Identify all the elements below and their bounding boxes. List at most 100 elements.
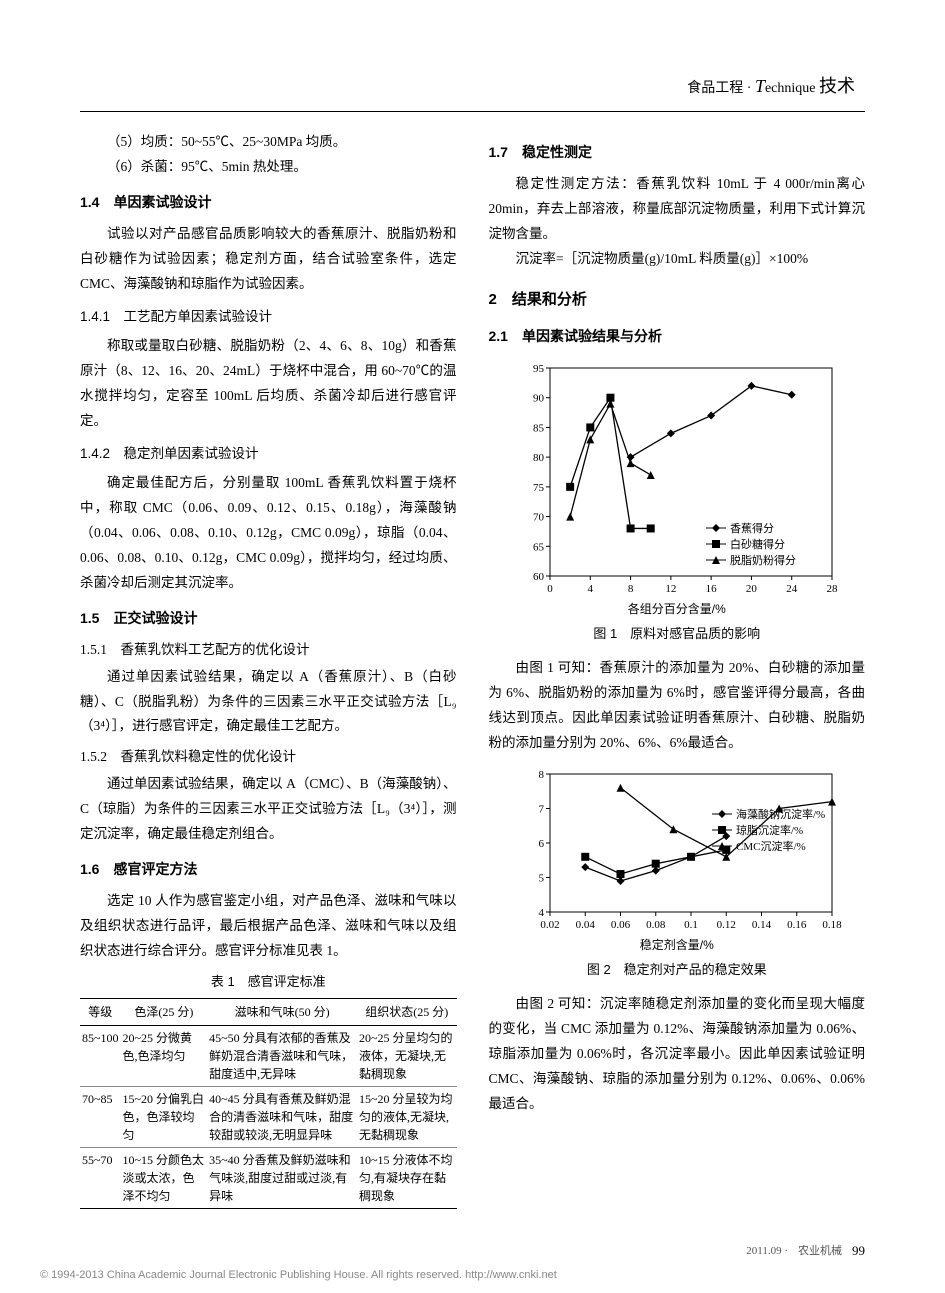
svg-text:0.18: 0.18 <box>822 919 842 931</box>
td: 15~20 分呈较为均匀的液体,无凝块,无黏稠现象 <box>357 1087 457 1148</box>
td: 15~20 分偏乳白色，色泽较均匀 <box>121 1087 208 1148</box>
svg-text:65: 65 <box>533 541 545 553</box>
svg-text:8: 8 <box>538 769 544 781</box>
svg-text:7: 7 <box>538 803 544 815</box>
header-en: echnique <box>765 81 816 96</box>
two-column-layout: （5）均质：50~55℃、25~30MPa 均质。 （6）杀菌：95℃、5min… <box>80 130 865 1209</box>
heading-1-7: 1.7 稳定性测定 <box>489 140 866 166</box>
table-row: 85~100 20~25 分微黄色,色泽均匀 45~50 分具有浓郁的香蕉及鲜奶… <box>80 1026 457 1087</box>
heading-2-1: 2.1 单因素试验结果与分析 <box>489 324 866 350</box>
svg-text:琼脂沉淀率/%: 琼脂沉淀率/% <box>736 823 803 837</box>
para-1-5-2: 通过单因素试验结果，确定以 A（CMC）、B（海藻酸钠）、C（琼脂）为条件的三因… <box>80 772 457 847</box>
header-dot: · <box>747 81 752 96</box>
left-column: （5）均质：50~55℃、25~30MPa 均质。 （6）杀菌：95℃、5min… <box>80 130 457 1209</box>
svg-text:脱脂奶粉得分: 脱脂奶粉得分 <box>730 553 796 567</box>
svg-text:16: 16 <box>705 583 717 595</box>
heading-1-4: 1.4 单因素试验设计 <box>80 190 457 216</box>
fig2-xlabel: 稳定剂含量/% <box>489 934 866 956</box>
running-header: 食品工程 · Technique 技术 <box>80 70 865 103</box>
footer-mag: 农业机械 <box>798 1241 842 1261</box>
svg-text:20: 20 <box>746 583 758 595</box>
heading-1-5: 1.5 正交试验设计 <box>80 606 457 632</box>
table-header-row: 等级 色泽(25 分) 滋味和气味(50 分) 组织状态(25 分) <box>80 999 457 1026</box>
para-fig1: 由图 1 可知：香蕉原汁的添加量为 20%、白砂糖的添加量为 6%、脱脂奶粉的添… <box>489 656 866 756</box>
para-1-4-1: 称取或量取白砂糖、脱脂奶粉（2、4、6、8、10g）和香蕉原汁（8、12、16、… <box>80 334 457 434</box>
td: 20~25 分呈均匀的液体，无凝块,无黏稠现象 <box>357 1026 457 1087</box>
svg-text:28: 28 <box>826 583 838 595</box>
svg-text:海藻酸钠沉淀率/%: 海藻酸钠沉淀率/% <box>736 807 825 821</box>
fig1-caption: 图 1 原料对感官品质的影响 <box>489 622 866 646</box>
svg-text:75: 75 <box>533 482 545 494</box>
svg-text:60: 60 <box>533 571 545 583</box>
svg-text:0.08: 0.08 <box>646 919 666 931</box>
header-cn: 技术 <box>819 76 855 96</box>
heading-1-4-1: 1.4.1 工艺配方单因素试验设计 <box>80 305 457 330</box>
para-1-6: 选定 10 人作为感官鉴定小组，对产品色泽、滋味和气味以及组织状态进行品评，最后… <box>80 889 457 964</box>
footer-issue: 2011.09 · <box>746 1241 788 1261</box>
para-1-7b: 沉淀率=［沉淀物质量(g)/10mL 料质量(g)］×100% <box>489 247 866 272</box>
heading-1-4-2: 1.4.2 稳定剂单因素试验设计 <box>80 442 457 467</box>
svg-text:CMC沉淀率/%: CMC沉淀率/% <box>736 839 806 853</box>
header-separator <box>80 111 865 112</box>
svg-text:6: 6 <box>538 838 544 850</box>
td: 55~70 <box>80 1148 121 1209</box>
para-1-7a: 稳定性测定方法：香蕉乳饮料 10mL 于 4 000r/min离心 20min，… <box>489 172 866 247</box>
svg-text:4: 4 <box>538 907 544 919</box>
svg-text:0: 0 <box>547 583 553 595</box>
para-1-5-1: 通过单因素试验结果，确定以 A（香蕉原汁）、B（白砂糖）、C（脱脂乳粉）为条件的… <box>80 665 457 740</box>
svg-text:90: 90 <box>533 392 545 404</box>
svg-text:0.04: 0.04 <box>575 919 595 931</box>
svg-text:70: 70 <box>533 511 545 523</box>
para-1-4-2: 确定最佳配方后，分别量取 100mL 香蕉乳饮料置于烧杯中，称取 CMC（0.0… <box>80 471 457 596</box>
heading-1-5-1: 1.5.1 香蕉乳饮料工艺配方的优化设计 <box>80 638 457 663</box>
th-color: 色泽(25 分) <box>121 999 208 1026</box>
td: 20~25 分微黄色,色泽均匀 <box>121 1026 208 1087</box>
step-5: （5）均质：50~55℃、25~30MPa 均质。 <box>80 130 457 155</box>
heading-2: 2 结果和分析 <box>489 286 866 314</box>
page-footer: 2011.09 · 农业机械 99 <box>80 1239 865 1263</box>
svg-text:0.16: 0.16 <box>787 919 807 931</box>
td: 35~40 分香蕉及鲜奶滋味和气味淡,甜度过甜或过淡,有异味 <box>207 1148 357 1209</box>
fig2-caption: 图 2 稳定剂对产品的稳定效果 <box>489 958 866 982</box>
svg-text:95: 95 <box>533 363 545 375</box>
svg-text:0.12: 0.12 <box>716 919 735 931</box>
td: 10~15 分液体不均匀,有凝块存在黏稠现象 <box>357 1148 457 1209</box>
header-category: 食品工程 <box>687 81 743 96</box>
svg-text:4: 4 <box>587 583 593 595</box>
svg-text:0.06: 0.06 <box>611 919 631 931</box>
figure-1-wrap: 60657075808590950481216202428香蕉得分白砂糖得分脱脂… <box>489 358 866 598</box>
svg-text:白砂糖得分: 白砂糖得分 <box>730 537 785 551</box>
table1-caption: 表 1 感官评定标准 <box>80 970 457 994</box>
th-grade: 等级 <box>80 999 121 1026</box>
svg-text:0.02: 0.02 <box>540 919 559 931</box>
svg-text:0.14: 0.14 <box>752 919 772 931</box>
footer-page-number: 99 <box>852 1239 865 1263</box>
svg-text:香蕉得分: 香蕉得分 <box>730 522 774 535</box>
fig1-xlabel: 各组分百分含量/% <box>489 598 866 620</box>
svg-text:80: 80 <box>533 452 545 464</box>
table1: 等级 色泽(25 分) 滋味和气味(50 分) 组织状态(25 分) 85~10… <box>80 998 457 1209</box>
th-texture: 组织状态(25 分) <box>357 999 457 1026</box>
page: 食品工程 · Technique 技术 （5）均质：50~55℃、25~30MP… <box>0 0 945 1293</box>
heading-1-5-2: 1.5.2 香蕉乳饮料稳定性的优化设计 <box>80 745 457 770</box>
td: 10~15 分颜色太淡或太浓，色泽不均匀 <box>121 1148 208 1209</box>
td: 85~100 <box>80 1026 121 1087</box>
svg-text:8: 8 <box>628 583 634 595</box>
step-6: （6）杀菌：95℃、5min 热处理。 <box>80 155 457 180</box>
svg-text:12: 12 <box>665 583 676 595</box>
header-italic-t: T <box>755 76 765 96</box>
heading-1-6: 1.6 感官评定方法 <box>80 857 457 883</box>
figure-2-wrap: 4 5 6 7 8 0.02 0.04 0.06 0.08 0.1 0.12 0.14 0.16 0.18… <box>489 764 866 934</box>
svg-text:0.1: 0.1 <box>684 919 698 931</box>
svg-text:5: 5 <box>538 872 544 884</box>
td: 70~85 <box>80 1087 121 1148</box>
figure-2-chart: 4 5 6 7 8 0.02 0.04 0.06 0.08 0.1 0.12 0.14 0.16 0.18… <box>512 764 842 934</box>
svg-text:24: 24 <box>786 583 798 595</box>
para-fig2: 由图 2 可知：沉淀率随稳定剂添加量的变化而呈现大幅度的变化，当 CMC 添加量… <box>489 992 866 1117</box>
th-taste: 滋味和气味(50 分) <box>207 999 357 1026</box>
right-column: 1.7 稳定性测定 稳定性测定方法：香蕉乳饮料 10mL 于 4 000r/mi… <box>489 130 866 1209</box>
td: 45~50 分具有浓郁的香蕉及鲜奶混合清香滋味和气味，甜度适中,无异味 <box>207 1026 357 1087</box>
copyright-line: © 1994-2013 China Academic Journal Elect… <box>40 1265 557 1285</box>
figure-1-chart: 60657075808590950481216202428香蕉得分白砂糖得分脱脂… <box>512 358 842 598</box>
table-row: 55~70 10~15 分颜色太淡或太浓，色泽不均匀 35~40 分香蕉及鲜奶滋… <box>80 1148 457 1209</box>
